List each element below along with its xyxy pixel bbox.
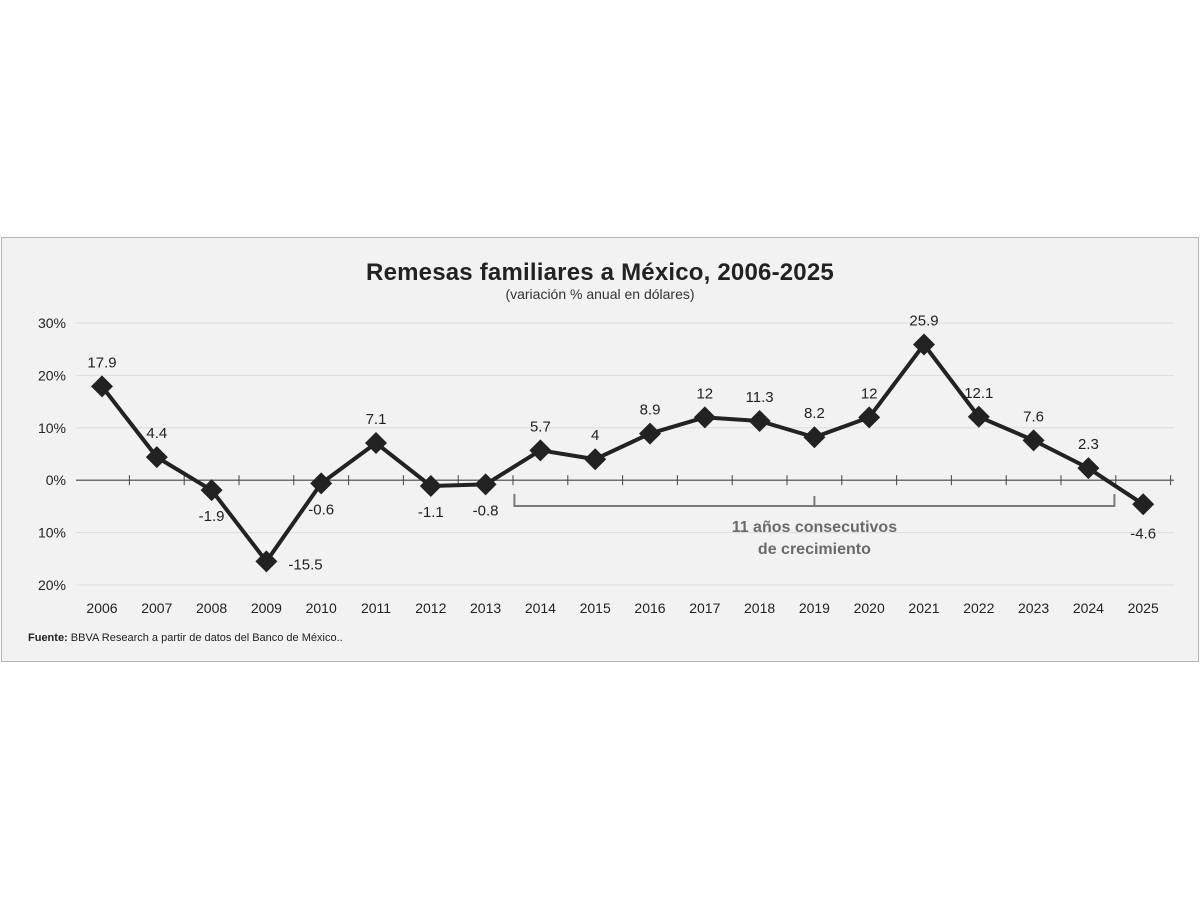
data-label: 8.2: [804, 405, 825, 422]
x-tick-labels: 2006 2007 2008 2009 2010 2011 2012 2013 2014 2015…: [86, 600, 1159, 616]
data-point: [803, 426, 826, 449]
data-point: [1077, 457, 1100, 480]
data-label: 7.6: [1023, 408, 1044, 425]
x-tick-label: 2019: [799, 600, 830, 616]
annotation-line-1: 11 años consecutivos: [732, 519, 898, 536]
x-tick-label: 2010: [306, 600, 337, 616]
x-tick-label: 2012: [415, 600, 446, 616]
data-point: [858, 406, 881, 429]
data-label: 7.1: [366, 411, 387, 428]
data-label: 4.4: [146, 425, 167, 442]
data-label: 25.9: [909, 312, 938, 329]
annotation-bracket: [513, 494, 1116, 507]
data-point: [419, 474, 442, 497]
data-point: [748, 409, 771, 432]
y-tick-label: 0%: [46, 472, 66, 488]
data-point: [639, 422, 661, 445]
data-point: [967, 405, 990, 428]
y-tick-label: 30%: [38, 315, 66, 331]
x-tick-label: 2016: [634, 600, 665, 616]
x-tick-label: 2018: [744, 600, 775, 616]
x-tick-label: 2023: [1018, 600, 1049, 616]
data-label: 17.9: [87, 354, 116, 371]
chart-subtitle: (variación % anual en dólares): [505, 286, 694, 302]
data-point: [145, 446, 168, 469]
data-point: [1022, 429, 1045, 452]
y-tick-label: 20%: [38, 577, 66, 593]
data-label: 11.3: [746, 389, 774, 406]
x-tick-label: 2007: [141, 600, 172, 616]
data-label: -0.8: [473, 502, 499, 519]
x-tick-label: 2025: [1128, 600, 1159, 616]
x-tick-label: 2020: [854, 600, 885, 616]
x-tick-label: 2022: [963, 600, 994, 616]
x-tick-label: 2014: [525, 600, 556, 616]
data-point: [913, 333, 935, 356]
chart-title: Remesas familiares a México, 2006-2025: [366, 259, 834, 286]
x-tick-label: 2009: [251, 600, 282, 616]
x-tick-label: 2017: [689, 600, 720, 616]
data-point: [91, 375, 113, 398]
data-label: -1.9: [199, 508, 225, 525]
x-tick-label: 2013: [470, 600, 501, 616]
data-point: [310, 472, 333, 495]
data-label: 12: [861, 385, 878, 402]
y-tick-label: 10%: [38, 525, 66, 541]
source-label: Fuente:: [28, 632, 68, 644]
x-tick-label: 2024: [1073, 600, 1104, 616]
data-label: 5.7: [530, 418, 551, 435]
data-point: [584, 448, 607, 471]
data-markers: [91, 333, 1155, 573]
annotation-line-2: de crecimiento: [758, 541, 871, 558]
data-label: -0.6: [308, 501, 334, 518]
series-line: [100, 342, 1145, 564]
data-label: 8.9: [640, 402, 661, 419]
data-point: [693, 406, 716, 429]
y-axis: 30% 20% 10% 0% 10% 20%: [38, 315, 66, 593]
data-point: [200, 479, 223, 502]
data-point: [1132, 493, 1155, 516]
x-tick-label: 2015: [580, 600, 611, 616]
data-point: [255, 550, 278, 573]
data-label: 4: [591, 427, 599, 444]
x-axis: [76, 475, 1174, 486]
data-label: -15.5: [288, 556, 322, 573]
chart: Remesas familiares a México, 2006-2025 (…: [28, 259, 1174, 644]
data-label: -1.1: [418, 504, 444, 521]
x-tick-label: 2006: [86, 600, 117, 616]
data-label: 12: [696, 385, 713, 402]
data-point: [365, 431, 387, 454]
x-tick-label: 2021: [908, 600, 939, 616]
gridlines: [76, 322, 1174, 586]
y-tick-label: 20%: [38, 367, 66, 383]
data-label: -4.6: [1130, 525, 1156, 542]
source-text: BBVA Research a partir de datos del Banc…: [68, 632, 343, 644]
data-label: 12.1: [964, 385, 993, 402]
data-point: [529, 439, 552, 462]
data-point: [474, 473, 497, 496]
x-tick-label: 2008: [196, 600, 227, 616]
data-label: 2.3: [1078, 436, 1099, 453]
y-tick-label: 10%: [38, 420, 66, 436]
source-note: Fuente: BBVA Research a partir de datos …: [28, 632, 343, 644]
chart-card: Remesas familiares a México, 2006-2025 (…: [1, 237, 1199, 662]
data-labels: 17.9 4.4 -1.9 -15.5 -0.6 7.1 -1.1 -0.8 5.7 4 8.9 12…: [87, 312, 1156, 573]
x-tick-label: 2011: [361, 600, 391, 616]
